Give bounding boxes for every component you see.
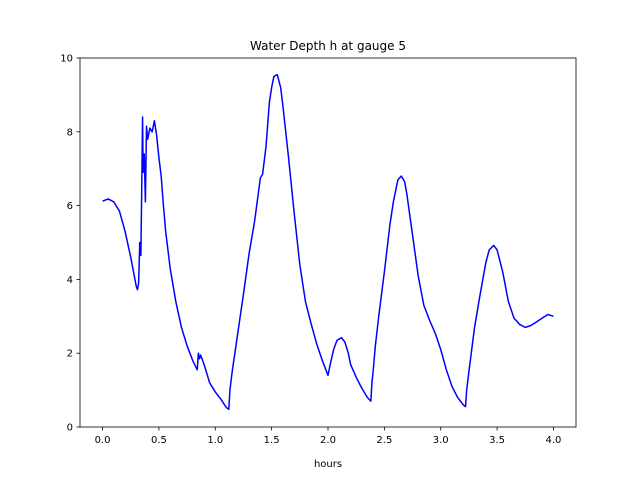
x-tick-label: 0.0 xyxy=(95,435,111,446)
x-tick-label: 2.5 xyxy=(376,435,392,446)
y-tick-label: 10 xyxy=(60,54,73,65)
y-tick-label: 6 xyxy=(67,201,73,212)
y-tick-label: 2 xyxy=(67,349,73,360)
y-tick-label: 8 xyxy=(67,127,73,138)
chart-title: Water Depth h at gauge 5 xyxy=(250,39,406,53)
x-tick-label: 1.0 xyxy=(207,435,223,446)
x-tick-label: 4.0 xyxy=(546,435,562,446)
series-line-0 xyxy=(102,73,554,411)
plot-area: 0.0 0.5 1.0 1.5 2.0 2.5 3.0 3.5 4.0 0 2 4 6 8 10 xyxy=(60,54,577,446)
x-axis-label: hours xyxy=(314,459,342,470)
x-tick-label: 1.5 xyxy=(264,435,280,446)
y-tick-label: 4 xyxy=(67,275,73,286)
y-tick-label: 0 xyxy=(67,423,73,434)
x-tick-label: 0.5 xyxy=(151,435,167,446)
x-tick-label: 2.0 xyxy=(320,435,336,446)
x-tick-label: 3.0 xyxy=(433,435,449,446)
x-tick-label: 3.5 xyxy=(489,435,505,446)
